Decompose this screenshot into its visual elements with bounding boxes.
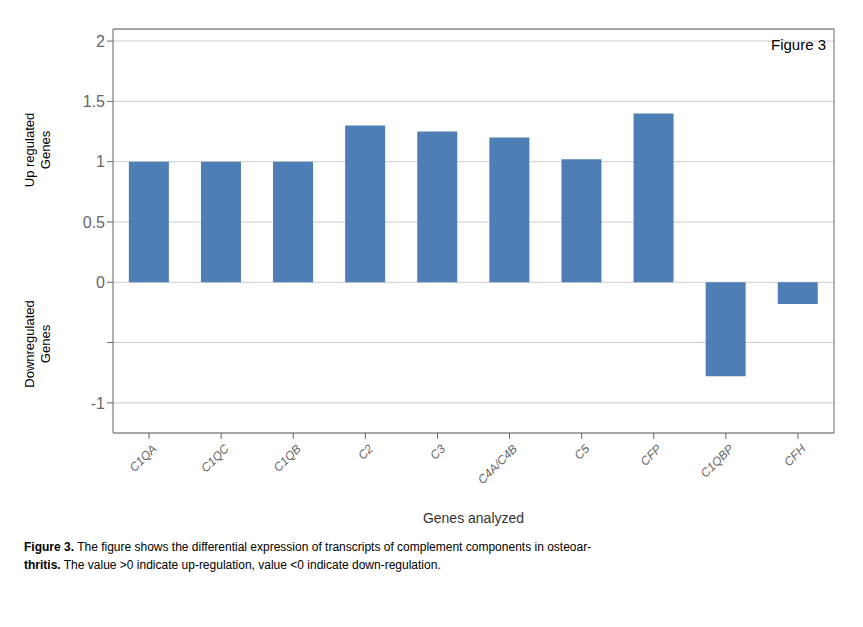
html-text:thritis. The value >0 indicate: thritis. The value >0 indicate up-regula…	[24, 558, 441, 572]
svg-text:C1QBP: C1QBP	[698, 442, 737, 481]
svg-text:C1QC: C1QC	[198, 441, 232, 475]
svg-text:-1: -1	[91, 395, 105, 412]
svg-text:CFP: CFP	[637, 442, 664, 469]
svg-text:1: 1	[96, 153, 105, 170]
svg-text:C1QA: C1QA	[127, 442, 160, 475]
svg-text:C4A/C4B: C4A/C4B	[475, 442, 520, 487]
svg-text:C5: C5	[572, 441, 593, 462]
svg-text:C2: C2	[355, 441, 376, 462]
html-text:Up regulated Genes: Up regulated Genes	[22, 112, 53, 187]
svg-text:Genes analyzed: Genes analyzed	[423, 510, 524, 526]
svg-text:C1QB: C1QB	[271, 442, 304, 475]
html-text:Figure 3. The figure shows the: Figure 3. The figure shows the different…	[24, 540, 592, 554]
html-text:Figure 3: Figure 3	[771, 36, 826, 53]
svg-text:CFH: CFH	[781, 441, 809, 469]
svg-text:2: 2	[96, 33, 105, 50]
html-text:Downregulated Genes: Downregulated Genes	[22, 300, 53, 388]
svg-text:C3: C3	[427, 441, 448, 462]
svg-text:0.5: 0.5	[83, 214, 105, 231]
svg-text:1.5: 1.5	[83, 93, 105, 110]
svg-text:0: 0	[96, 274, 105, 291]
